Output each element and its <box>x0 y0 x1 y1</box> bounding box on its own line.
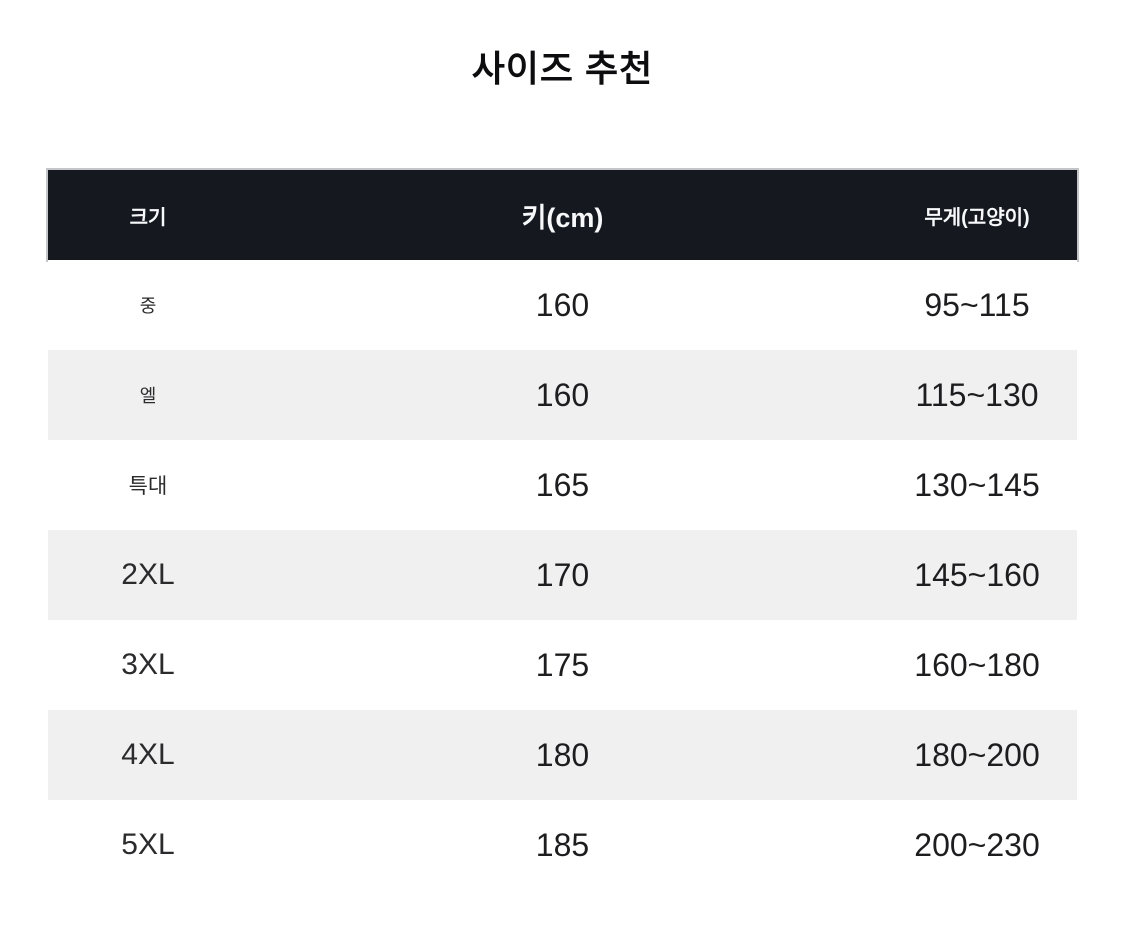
size-cell: 특대 <box>128 475 168 498</box>
height-cell: 165 <box>535 466 590 503</box>
table-row: 중 160 95~115 <box>48 260 1077 350</box>
size-cell: 4XL <box>121 738 175 771</box>
height-cell: 185 <box>535 826 590 863</box>
weight-cell: 200~230 <box>914 826 1040 863</box>
size-cell: 5XL <box>121 828 175 861</box>
weight-cell: 130~145 <box>914 466 1040 503</box>
size-cell: 2XL <box>121 558 175 591</box>
weight-cell: 180~200 <box>914 736 1040 773</box>
table-row: 엘 160 115~130 <box>48 350 1077 440</box>
size-cell: 중 <box>139 296 157 316</box>
header-cell-weight: 무게(고양이) <box>924 206 1030 229</box>
table-row: 5XL 185 200~230 <box>48 800 1077 890</box>
table-header-row: 크기 키(cm) 무게(고양이) <box>48 170 1077 260</box>
table-row: 2XL 170 145~160 <box>48 530 1077 620</box>
weight-cell: 115~130 <box>915 376 1039 413</box>
table-row: 특대 165 130~145 <box>48 440 1077 530</box>
table-row: 3XL 175 160~180 <box>48 620 1077 710</box>
size-cell: 엘 <box>139 386 157 406</box>
height-cell: 170 <box>535 556 590 593</box>
weight-cell: 145~160 <box>914 556 1040 593</box>
height-cell: 160 <box>535 376 590 413</box>
size-cell: 3XL <box>121 648 175 681</box>
weight-cell: 160~180 <box>914 646 1040 683</box>
header-cell-height: 키(cm) <box>521 202 604 233</box>
weight-cell: 95~115 <box>924 286 1030 323</box>
header-cell-size: 크기 <box>129 206 167 229</box>
height-cell: 160 <box>535 286 590 323</box>
page-title: 사이즈 추천 <box>471 48 654 89</box>
height-cell: 180 <box>535 736 590 773</box>
size-table: 크기 키(cm) 무게(고양이) 중 160 95~115 엘 160 115~… <box>48 170 1077 890</box>
height-cell: 175 <box>535 646 590 683</box>
table-row: 4XL 180 180~200 <box>48 710 1077 800</box>
